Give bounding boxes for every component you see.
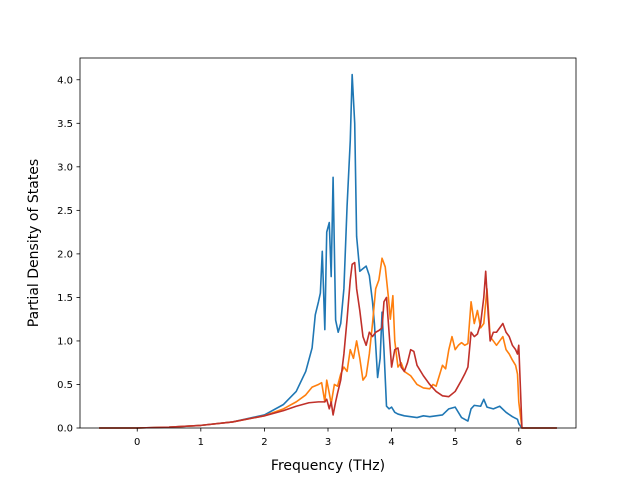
series-line-3 bbox=[99, 261, 557, 429]
y-tick-label: 3.0 bbox=[57, 162, 73, 173]
y-tick-label: 2.5 bbox=[57, 206, 73, 217]
y-tick-label: 0.5 bbox=[57, 380, 73, 391]
x-tick-label: 6 bbox=[516, 437, 522, 448]
ticks-layer: 0 1 2 3 4 5 6 0.0 0.5 1.0 1.5 2.0 2.5 3.0 3.5 4.0 bbox=[57, 75, 522, 448]
y-tick-label: 1.5 bbox=[57, 293, 73, 304]
series-layer bbox=[99, 73, 557, 429]
y-tick-label: 0.0 bbox=[57, 424, 73, 435]
x-tick-label: 4 bbox=[388, 437, 394, 448]
x-axis-label: Frequency (THz) bbox=[271, 458, 385, 474]
y-axis-label: Partial Density of States bbox=[26, 159, 42, 327]
x-tick-label: 1 bbox=[198, 437, 204, 448]
x-tick-label: 0 bbox=[134, 437, 140, 448]
x-tick-label: 3 bbox=[325, 437, 331, 448]
x-tick-label: 5 bbox=[452, 437, 458, 448]
y-tick-label: 2.0 bbox=[57, 249, 73, 260]
plot-frame bbox=[79, 57, 577, 429]
y-tick-label: 3.5 bbox=[57, 119, 73, 130]
y-tick-label: 4.0 bbox=[57, 75, 73, 86]
series-line-1 bbox=[99, 73, 557, 429]
x-tick-label: 2 bbox=[261, 437, 267, 448]
y-tick-label: 1.0 bbox=[57, 337, 73, 348]
plot-background bbox=[80, 58, 576, 428]
